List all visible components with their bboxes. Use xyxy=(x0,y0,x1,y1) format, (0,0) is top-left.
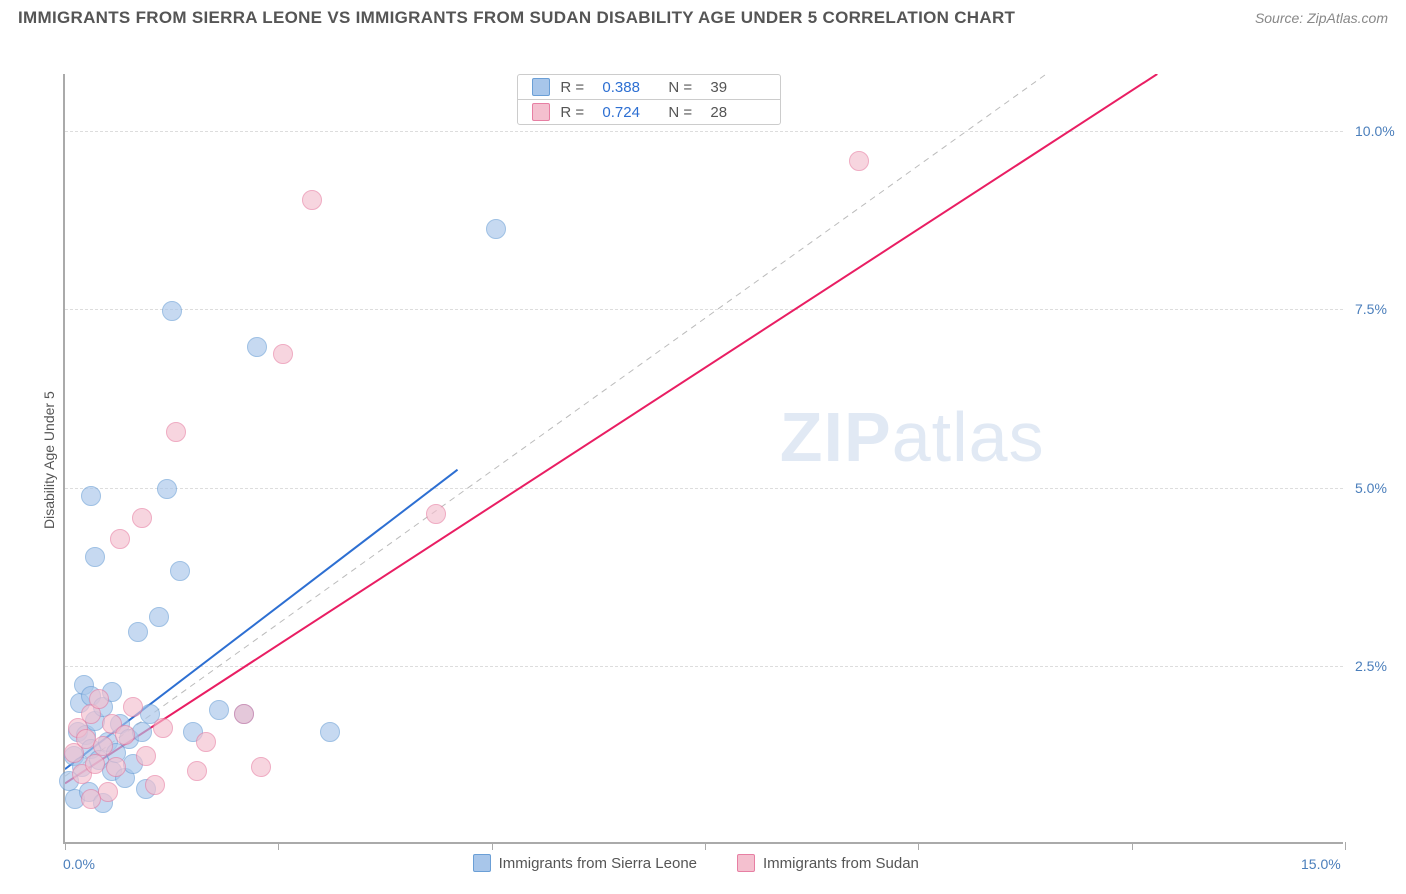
data-point-sudan xyxy=(106,757,126,777)
source-attribution: Source: ZipAtlas.com xyxy=(1255,10,1388,26)
data-point-sudan xyxy=(196,732,216,752)
source-link[interactable]: ZipAtlas.com xyxy=(1307,10,1388,26)
x-tick-label: 0.0% xyxy=(63,856,95,872)
x-tick xyxy=(278,842,279,850)
legend-n-value: 39 xyxy=(710,79,766,96)
y-tick-label: 7.5% xyxy=(1355,301,1387,317)
x-tick-label: 15.0% xyxy=(1301,856,1341,872)
data-point-sudan xyxy=(153,718,173,738)
legend-n-value: 28 xyxy=(710,104,766,121)
legend-swatch xyxy=(473,854,491,872)
legend-r-value: 0.724 xyxy=(602,104,658,121)
data-point-sierra_leone xyxy=(320,722,340,742)
legend-r-value: 0.388 xyxy=(602,79,658,96)
series-legend: Immigrants from Sierra Leone Immigrants f… xyxy=(473,854,919,872)
correlation-legend: R = 0.388 N = 39 R = 0.724 N = 28 xyxy=(517,74,781,125)
data-point-sudan xyxy=(98,782,118,802)
data-point-sierra_leone xyxy=(157,479,177,499)
data-point-sudan xyxy=(115,725,135,745)
y-tick-label: 10.0% xyxy=(1355,123,1395,139)
data-point-sierra_leone xyxy=(209,700,229,720)
data-point-sudan xyxy=(81,789,101,809)
x-tick xyxy=(492,842,493,850)
series-legend-item: Immigrants from Sierra Leone xyxy=(473,854,697,872)
series-legend-label: Immigrants from Sudan xyxy=(763,855,919,872)
data-point-sierra_leone xyxy=(486,219,506,239)
correlation-legend-row: R = 0.724 N = 28 xyxy=(518,100,780,124)
y-tick-label: 2.5% xyxy=(1355,658,1387,674)
data-point-sudan xyxy=(132,508,152,528)
data-point-sudan xyxy=(426,504,446,524)
source-prefix: Source: xyxy=(1255,10,1307,26)
legend-r-label: R = xyxy=(560,104,592,121)
data-point-sudan xyxy=(302,190,322,210)
gridline-h xyxy=(65,488,1343,489)
y-tick-label: 5.0% xyxy=(1355,480,1387,496)
chart-header: IMMIGRANTS FROM SIERRA LEONE VS IMMIGRAN… xyxy=(0,0,1406,32)
scatter-chart: 2.5% 5.0% 7.5% 10.0% 0.0% 15.0% Disability Age… xyxy=(18,32,1403,894)
series-legend-item: Immigrants from Sudan xyxy=(737,854,919,872)
data-point-sierra_leone xyxy=(132,722,152,742)
series-legend-label: Immigrants from Sierra Leone xyxy=(499,855,697,872)
x-tick xyxy=(65,842,66,850)
y-axis-label: Disability Age Under 5 xyxy=(41,391,57,529)
trend-lines xyxy=(65,74,1345,844)
data-point-sierra_leone xyxy=(170,561,190,581)
legend-swatch xyxy=(737,854,755,872)
x-tick xyxy=(1345,842,1346,850)
data-point-sudan xyxy=(89,689,109,709)
gridline-h xyxy=(65,131,1343,132)
legend-r-label: R = xyxy=(560,79,592,96)
data-point-sudan xyxy=(187,761,207,781)
data-point-sierra_leone xyxy=(149,607,169,627)
data-point-sudan xyxy=(234,704,254,724)
data-point-sudan xyxy=(145,775,165,795)
data-point-sudan xyxy=(251,757,271,777)
chart-title: IMMIGRANTS FROM SIERRA LEONE VS IMMIGRAN… xyxy=(18,8,1015,28)
plot-area xyxy=(63,74,1343,844)
correlation-legend-row: R = 0.388 N = 39 xyxy=(518,75,780,100)
legend-n-label: N = xyxy=(668,104,700,121)
data-point-sierra_leone xyxy=(128,622,148,642)
data-point-sierra_leone xyxy=(247,337,267,357)
data-point-sudan xyxy=(123,697,143,717)
gridline-h xyxy=(65,666,1343,667)
data-point-sudan xyxy=(136,746,156,766)
legend-n-label: N = xyxy=(668,79,700,96)
trend-line-sudan xyxy=(65,74,1157,783)
data-point-sudan xyxy=(110,529,130,549)
legend-swatch xyxy=(532,103,550,121)
data-point-sierra_leone xyxy=(162,301,182,321)
data-point-sudan xyxy=(273,344,293,364)
x-tick xyxy=(1132,842,1133,850)
x-tick xyxy=(918,842,919,850)
x-tick xyxy=(705,842,706,850)
data-point-sudan xyxy=(849,151,869,171)
legend-swatch xyxy=(532,78,550,96)
data-point-sudan xyxy=(93,736,113,756)
data-point-sierra_leone xyxy=(81,486,101,506)
data-point-sudan xyxy=(166,422,186,442)
data-point-sierra_leone xyxy=(85,547,105,567)
data-point-sudan xyxy=(85,754,105,774)
gridline-h xyxy=(65,309,1343,310)
identity-line xyxy=(65,74,1046,776)
